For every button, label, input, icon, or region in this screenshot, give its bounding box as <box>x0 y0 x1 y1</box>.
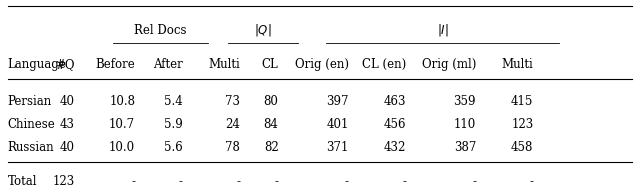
Text: 432: 432 <box>383 141 406 154</box>
Text: -: - <box>236 175 241 188</box>
Text: 397: 397 <box>326 95 349 108</box>
Text: 110: 110 <box>454 118 476 131</box>
Text: Russian: Russian <box>8 141 54 154</box>
Text: -: - <box>275 175 278 188</box>
Text: 5.4: 5.4 <box>164 95 183 108</box>
Text: 24: 24 <box>225 118 241 131</box>
Text: Before: Before <box>95 58 135 71</box>
Text: CL: CL <box>262 58 278 71</box>
Text: Orig (en): Orig (en) <box>294 58 349 71</box>
Text: 123: 123 <box>52 175 75 188</box>
Text: After: After <box>153 58 183 71</box>
Text: 458: 458 <box>511 141 534 154</box>
Text: 456: 456 <box>383 118 406 131</box>
Text: Rel Docs: Rel Docs <box>134 24 187 37</box>
Text: Language: Language <box>8 58 67 71</box>
Text: 43: 43 <box>60 118 75 131</box>
Text: Multi: Multi <box>502 58 534 71</box>
Text: Orig (ml): Orig (ml) <box>422 58 476 71</box>
Text: CL (en): CL (en) <box>362 58 406 71</box>
Text: 463: 463 <box>383 95 406 108</box>
Text: Persian: Persian <box>8 95 52 108</box>
Text: 78: 78 <box>225 141 241 154</box>
Text: 10.0: 10.0 <box>109 141 135 154</box>
Text: 401: 401 <box>326 118 349 131</box>
Text: -: - <box>529 175 534 188</box>
Text: Multi: Multi <box>209 58 241 71</box>
Text: 10.7: 10.7 <box>109 118 135 131</box>
Text: 5.9: 5.9 <box>164 118 183 131</box>
Text: -: - <box>472 175 476 188</box>
Text: 73: 73 <box>225 95 241 108</box>
Text: 10.8: 10.8 <box>109 95 135 108</box>
Text: 5.6: 5.6 <box>164 141 183 154</box>
Text: $|I|$: $|I|$ <box>436 22 449 38</box>
Text: -: - <box>131 175 135 188</box>
Text: 80: 80 <box>264 95 278 108</box>
Text: 387: 387 <box>454 141 476 154</box>
Text: -: - <box>345 175 349 188</box>
Text: #Q: #Q <box>55 58 75 71</box>
Text: 371: 371 <box>326 141 349 154</box>
Text: 40: 40 <box>60 95 75 108</box>
Text: 123: 123 <box>511 118 534 131</box>
Text: 84: 84 <box>264 118 278 131</box>
Text: Total: Total <box>8 175 37 188</box>
Text: 359: 359 <box>454 95 476 108</box>
Text: 415: 415 <box>511 95 534 108</box>
Text: -: - <box>179 175 183 188</box>
Text: 82: 82 <box>264 141 278 154</box>
Text: 40: 40 <box>60 141 75 154</box>
Text: -: - <box>402 175 406 188</box>
Text: $|Q|$: $|Q|$ <box>254 22 271 38</box>
Text: Chinese: Chinese <box>8 118 56 131</box>
